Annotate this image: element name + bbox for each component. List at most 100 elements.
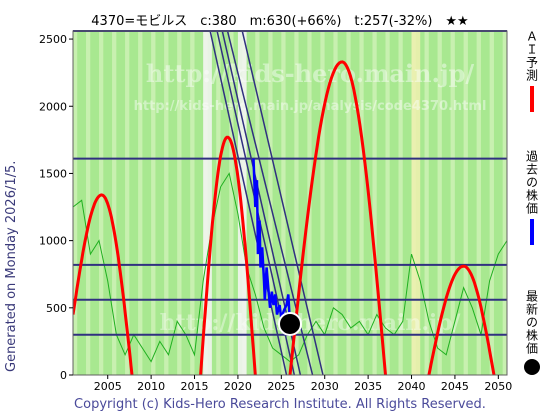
plot-stripe bbox=[424, 31, 429, 375]
plot-band bbox=[411, 31, 421, 375]
ai-prediction-curve bbox=[288, 60, 387, 375]
plot-stripe bbox=[446, 31, 451, 375]
plot-stripe bbox=[290, 31, 295, 375]
trend-line bbox=[241, 31, 324, 375]
plot-stripe bbox=[337, 31, 343, 375]
plot-stripe bbox=[229, 31, 234, 375]
plot-stripe bbox=[198, 31, 204, 375]
plot-stripe bbox=[181, 31, 186, 375]
plot-stripe bbox=[450, 31, 455, 375]
plot-stripe bbox=[303, 31, 308, 375]
plot-stripe bbox=[454, 31, 460, 375]
plot-stripe bbox=[220, 31, 225, 375]
plot-stripe bbox=[168, 31, 173, 375]
plot-stripe bbox=[81, 31, 87, 375]
plot-stripe bbox=[441, 31, 447, 375]
plot-stripe bbox=[263, 31, 269, 375]
plot-stripe bbox=[155, 31, 160, 375]
y-tick-label: 500 bbox=[46, 302, 67, 315]
plot-stripe bbox=[407, 31, 412, 375]
plot-stripe bbox=[376, 31, 382, 375]
legend-past-price-text: 過去の株価 bbox=[524, 150, 539, 215]
plot-stripe bbox=[402, 31, 408, 375]
plot-stripe bbox=[316, 31, 321, 375]
ai-prediction-curve bbox=[199, 135, 257, 375]
plot-stripe bbox=[116, 31, 121, 375]
plot-stripe bbox=[428, 31, 434, 375]
plot-stripe bbox=[363, 31, 369, 375]
x-tick-label: 2040 bbox=[398, 380, 426, 393]
plot-stripe bbox=[472, 31, 477, 375]
x-tick-label: 2005 bbox=[94, 380, 122, 393]
plot-stripe bbox=[151, 31, 156, 375]
plot-stripe bbox=[459, 31, 464, 375]
plot-stripe bbox=[359, 31, 364, 375]
plot-stripe bbox=[480, 31, 486, 375]
plot-stripe bbox=[294, 31, 299, 375]
y-tick-label: 1000 bbox=[39, 235, 67, 248]
plot-stripe bbox=[272, 31, 277, 375]
plot-stripe bbox=[311, 31, 317, 375]
legend-latest-price: 最新の株価 bbox=[514, 290, 550, 375]
plot-stripe bbox=[190, 31, 195, 375]
plot-stripe bbox=[281, 31, 286, 375]
x-tick-label: 2045 bbox=[441, 380, 469, 393]
legend-ai-forecast-swatch bbox=[530, 86, 534, 112]
plot-stripe bbox=[86, 31, 91, 375]
x-tick-label: 2020 bbox=[224, 380, 252, 393]
plot-stripe bbox=[90, 31, 95, 375]
plot-stripe bbox=[177, 31, 182, 375]
plot-stripe bbox=[112, 31, 117, 375]
plot-stripe bbox=[463, 31, 468, 375]
plot-stripe bbox=[146, 31, 152, 375]
plot-stripe bbox=[77, 31, 82, 375]
plot-stripe bbox=[276, 31, 282, 375]
y-tick-label: 0 bbox=[60, 369, 67, 382]
x-tick-label: 2015 bbox=[181, 380, 209, 393]
plot-stripe bbox=[216, 31, 221, 375]
copyright-notice: Copyright (c) Kids-Hero Research Institu… bbox=[74, 397, 486, 412]
plot-stripe bbox=[476, 31, 481, 375]
plot-stripe bbox=[372, 31, 377, 375]
plot-stripe bbox=[324, 31, 330, 375]
watermark-line2: http://kids-hero.main.jp/analysis/code43… bbox=[134, 99, 487, 114]
x-tick-label: 2025 bbox=[267, 380, 295, 393]
plot-stripe bbox=[333, 31, 338, 375]
plot-stripe bbox=[172, 31, 178, 375]
plot-stripe bbox=[398, 31, 403, 375]
plot-stripe bbox=[103, 31, 108, 375]
x-tick-label: 2030 bbox=[311, 380, 339, 393]
plot-stripe bbox=[120, 31, 126, 375]
watermark-line1: http://kids-hero.main.jp/ bbox=[146, 59, 474, 88]
plot-stripe bbox=[355, 31, 360, 375]
legend-ai-forecast: ＡＩ予測 bbox=[514, 30, 550, 112]
plot-stripe bbox=[133, 31, 139, 375]
plot-stripe bbox=[142, 31, 147, 375]
plot-stripe bbox=[342, 31, 347, 375]
ai-prediction-curve bbox=[73, 193, 134, 375]
plot-stripe bbox=[385, 31, 390, 375]
ai-prediction-curve bbox=[427, 264, 496, 375]
plot-stripe bbox=[381, 31, 386, 375]
plot-stripe bbox=[467, 31, 473, 375]
plot-stripe bbox=[129, 31, 134, 375]
plot-stripe bbox=[433, 31, 438, 375]
plot-stripe bbox=[224, 31, 230, 375]
plot-stripe bbox=[394, 31, 399, 375]
latest-price-dot bbox=[278, 311, 302, 336]
plot-stripe bbox=[437, 31, 442, 375]
plot-stripe bbox=[125, 31, 130, 375]
plot-frame bbox=[72, 30, 508, 376]
chart-title: 4370=モビルス c:380 m:630(+66%) t:257(-32%) … bbox=[91, 14, 469, 29]
plot-stripe bbox=[194, 31, 199, 375]
plot-stripe bbox=[99, 31, 104, 375]
plot-stripe bbox=[329, 31, 334, 375]
y-tick-label: 2000 bbox=[39, 100, 67, 113]
plot-stripe bbox=[73, 31, 78, 375]
legend-latest-price-dot bbox=[524, 359, 540, 375]
plot-stripe bbox=[498, 31, 503, 375]
plot-stripe bbox=[420, 31, 425, 375]
legend-latest-price-text: 最新の株価 bbox=[524, 290, 539, 355]
plot-stripe bbox=[350, 31, 356, 375]
